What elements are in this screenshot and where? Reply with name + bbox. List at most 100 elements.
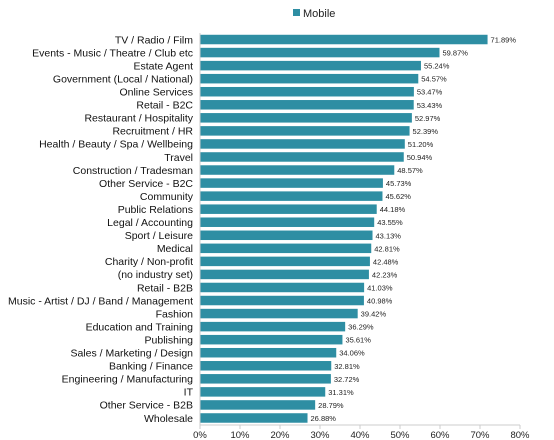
bar [200,295,364,306]
category-label: Events - Music / Theatre / Club etc [32,47,193,59]
category-label: Community [140,191,194,203]
value-label: 40.98% [367,297,393,306]
value-label: 51.20% [408,140,434,149]
category-label: Retail - B2B [137,282,193,294]
value-label: 36.29% [348,323,374,332]
bar [200,413,308,423]
category-label: Government (Local / National) [53,73,193,85]
category-label: Wholesale [144,413,193,425]
bar [200,113,412,123]
bar [200,243,372,254]
category-label: Travel [164,152,193,164]
bar [200,152,404,162]
bar [200,400,316,410]
legend-label: Mobile [303,8,335,20]
category-label: Public Relations [118,204,193,216]
category-label: Fashion [156,308,194,320]
category-label: IT [184,387,194,399]
value-label: 53.43% [417,101,443,110]
value-label: 43.55% [377,218,403,227]
value-labels: 71.89% 59.87% 55.24% 54.57% 53.47% 53.43% 52.9… [311,36,517,423]
category-label: Education and Training [86,321,194,333]
bar [200,47,440,58]
x-tick-label: 60% [430,430,450,440]
category-label: Engineering / Manufacturing [62,374,193,386]
x-tick-label: 10% [230,430,250,440]
value-label: 42.23% [372,270,398,279]
category-label: Health / Beauty / Spa / Wellbeing [39,139,193,151]
bar [200,178,383,188]
bar [200,230,373,241]
bar [200,347,337,358]
x-tick-label: 0% [193,430,207,440]
category-label: Restaurant / Hospitality [84,113,193,125]
value-label: 55.24% [424,62,450,71]
value-label: 52.97% [415,114,441,123]
value-label: 71.89% [491,36,517,45]
bar [200,60,421,71]
bar [200,217,375,227]
value-label: 42.81% [374,244,400,253]
bar [200,139,405,149]
category-label: Recruitment / HR [112,126,193,138]
value-label: 53.47% [417,88,443,97]
value-label: 31.31% [328,388,354,397]
category-label: Sales / Marketing / Design [70,348,193,360]
bar [200,100,414,110]
bar [200,34,488,45]
category-label: Charity / Non-profit [105,256,193,268]
x-tick-label: 40% [350,430,370,440]
category-label: Online Services [119,87,193,99]
category-label: TV / Radio / Film [115,34,193,46]
value-label: 54.57% [421,75,447,84]
value-label: 32.72% [334,375,360,384]
category-label: Publishing [145,334,194,346]
value-label: 26.88% [311,414,337,423]
bars-group [200,34,488,423]
category-label: (no industry set) [118,269,193,281]
x-tick-label: 70% [470,430,490,440]
value-label: 52.39% [413,127,439,136]
bar [200,191,383,201]
bar [200,282,365,293]
value-label: 43.13% [376,231,402,240]
bar [200,269,369,280]
legend-swatch [293,9,300,16]
category-label: Legal / Accounting [107,217,193,229]
value-label: 41.03% [367,283,393,292]
bar [200,126,410,136]
value-label: 44.18% [380,205,406,214]
bar [200,204,377,214]
bar [200,308,358,319]
bar [200,73,419,84]
bar [200,361,332,371]
value-label: 45.62% [385,192,411,201]
bar [200,256,370,267]
value-label: 45.73% [386,179,412,188]
category-label: Sport / Leisure [125,230,193,242]
x-tick-label: 50% [390,430,410,440]
value-label: 42.48% [373,257,399,266]
bar [200,334,343,345]
value-label: 48.57% [397,166,423,175]
bar [200,321,346,332]
x-axis-ticks: 0% 10% 20% 30% 40% 50% 60% 70% 80% [193,425,530,440]
category-label: Other Service - B2B [100,400,193,412]
x-tick-label: 80% [510,430,530,440]
category-label: Estate Agent [133,60,193,72]
value-label: 32.81% [334,362,360,371]
category-label: Medical [157,243,193,255]
bar [200,387,326,397]
value-label: 28.79% [318,401,344,410]
legend: Mobile [293,8,335,20]
value-label: 50.94% [407,153,433,162]
value-label: 34.06% [339,349,365,358]
value-label: 35.61% [345,336,371,345]
bar [200,86,414,97]
category-label: Banking / Finance [109,361,193,373]
category-label: Retail - B2C [136,100,193,112]
bar [200,165,395,175]
category-label: Construction / Tradesman [73,165,193,177]
